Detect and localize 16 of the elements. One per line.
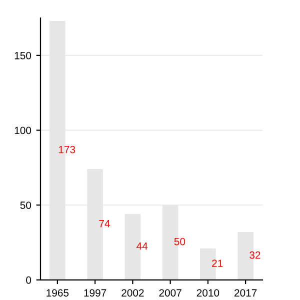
data-label: 50 — [174, 238, 186, 246]
x-tick-label: 1997 — [84, 289, 106, 297]
x-tick-label: 2010 — [196, 289, 220, 297]
data-label: 21 — [212, 260, 223, 267]
x-tick-label: 2002 — [122, 289, 144, 297]
x-tick-label: 2007 — [159, 289, 182, 297]
data-label: 32 — [250, 251, 260, 259]
x-tick-label: 2017 — [234, 289, 257, 297]
data-label: 173 — [58, 146, 76, 154]
data-label: 44 — [136, 242, 148, 250]
y-tick-label: 0 — [26, 276, 32, 284]
y-tick-label: 150 — [14, 52, 32, 60]
data-label: 74 — [99, 220, 110, 228]
y-tick-label: 50 — [20, 202, 32, 209]
y-tick-label: 100 — [14, 126, 32, 134]
x-tick-label: 1965 — [46, 289, 69, 297]
